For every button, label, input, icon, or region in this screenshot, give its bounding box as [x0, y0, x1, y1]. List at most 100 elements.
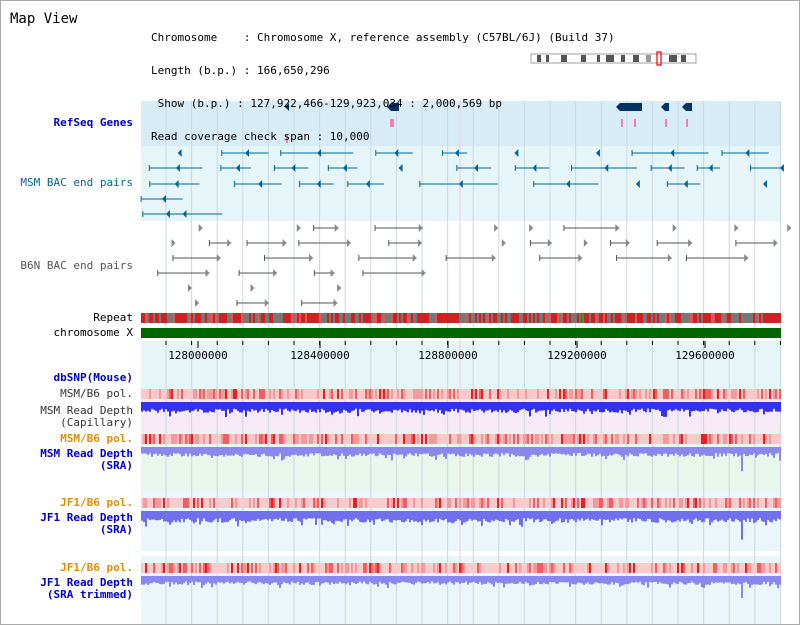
depth-bar — [283, 576, 285, 582]
depth-bar — [693, 402, 695, 411]
repeat-segment — [501, 313, 503, 323]
depth-bar — [603, 447, 605, 456]
pol-cell — [635, 434, 637, 444]
track-label-jf1-b6-pol-2[interactable]: JF1/B6 pol. — [60, 561, 133, 574]
pol-cell — [469, 389, 471, 399]
depth-bar — [659, 402, 661, 412]
track-label-msm-b6-pol-1[interactable]: MSM/B6 pol. — [60, 387, 133, 400]
depth-bar — [569, 402, 571, 409]
pol-cell — [151, 389, 153, 399]
track-label-msm-b6-pol-2[interactable]: MSM/B6 pol. — [60, 432, 133, 445]
pol-cell — [339, 563, 341, 573]
track-label-b6n-bac[interactable]: B6N BAC end pairs — [20, 259, 133, 272]
depth-bar — [279, 511, 281, 519]
pol-cell — [505, 498, 507, 508]
gene-body — [665, 103, 669, 111]
depth-bar — [569, 511, 571, 520]
pol-cell — [289, 389, 291, 399]
track-label-msm-bac[interactable]: MSM BAC end pairs — [20, 176, 133, 189]
depth-bar — [681, 402, 683, 409]
depth-bar — [409, 402, 411, 410]
depth-bar — [637, 576, 639, 583]
track-label-repeat[interactable]: Repeat — [93, 311, 133, 324]
depth-bar — [459, 511, 461, 521]
pol-cell — [533, 434, 535, 444]
pol-cell — [379, 563, 381, 573]
repeat-segment — [505, 313, 507, 323]
depth-bar — [577, 511, 579, 520]
pol-cell — [335, 563, 337, 573]
repeat-segment — [533, 313, 535, 323]
depth-bar — [663, 511, 665, 521]
repeat-segment — [715, 313, 717, 323]
depth-bar — [589, 511, 591, 521]
depth-bar — [221, 402, 223, 411]
pol-cell — [537, 434, 539, 444]
track-label-dbsnp[interactable]: dbSNP(Mouse) — [53, 371, 133, 384]
track-label-msm-depth-cap[interactable]: MSM Read Depth — [40, 404, 133, 417]
pol-cell — [769, 434, 771, 444]
pol-cell — [409, 434, 411, 444]
depth-bar — [329, 402, 331, 412]
pol-cell — [409, 563, 411, 573]
pol-cell — [221, 389, 223, 399]
pol-cell — [733, 389, 735, 399]
pol-cell — [295, 389, 297, 399]
pol-cell — [529, 498, 531, 508]
depth-bar — [777, 447, 779, 454]
pol-cell — [437, 389, 439, 399]
pol-cell — [425, 389, 427, 399]
depth-bar — [357, 402, 359, 417]
depth-bar — [699, 511, 701, 521]
pol-cell — [285, 389, 287, 399]
depth-bar — [603, 402, 605, 413]
track-label-chromosome[interactable]: chromosome X — [53, 326, 133, 339]
repeat-segment — [371, 313, 373, 323]
pol-cell — [311, 563, 313, 573]
gene-mark — [286, 135, 288, 143]
depth-bar — [427, 402, 429, 411]
pol-cell — [641, 389, 643, 399]
repeat-segment — [427, 313, 429, 323]
pol-cell — [453, 434, 455, 444]
pol-cell — [633, 434, 635, 444]
depth-bar — [453, 511, 455, 523]
depth-bar — [283, 447, 285, 460]
depth-bar — [551, 511, 553, 525]
pol-cell — [187, 434, 189, 444]
pol-cell — [627, 498, 629, 508]
pol-cell — [475, 389, 477, 399]
bac-end-arrow — [566, 180, 571, 188]
pol-cell — [451, 389, 453, 399]
pol-cell — [339, 389, 341, 399]
pol-cell — [333, 563, 335, 573]
pol-cell — [207, 389, 209, 399]
depth-bar — [249, 576, 251, 582]
depth-bar — [487, 576, 489, 583]
depth-bar — [577, 447, 579, 454]
pol-cell — [735, 389, 737, 399]
pol-cell — [143, 434, 145, 444]
depth-bar — [709, 447, 711, 456]
track-label-refseq[interactable]: RefSeq Genes — [53, 116, 133, 129]
pol-cell — [729, 434, 731, 444]
track-label-jf1-depth-sra[interactable]: JF1 Read Depth — [40, 511, 133, 524]
depth-bar — [417, 402, 419, 411]
depth-bar — [243, 402, 245, 411]
track-label-jf1-depth-trim[interactable]: JF1 Read Depth — [40, 576, 133, 589]
pol-cell — [451, 563, 453, 573]
depth-bar — [165, 447, 167, 456]
bac-end-arrow — [454, 149, 459, 157]
pol-cell — [271, 434, 273, 444]
pol-cell — [177, 389, 179, 399]
depth-bar — [535, 447, 537, 456]
track-label-msm-depth-sra[interactable]: MSM Read Depth — [40, 447, 133, 460]
depth-bar — [681, 447, 683, 455]
repeat-segment — [147, 313, 149, 323]
track-label-jf1-b6-pol-1[interactable]: JF1/B6 pol. — [60, 496, 133, 509]
depth-bar — [293, 447, 295, 455]
depth-bar — [751, 511, 753, 519]
pol-cell — [271, 389, 273, 399]
pol-cell — [741, 434, 743, 444]
